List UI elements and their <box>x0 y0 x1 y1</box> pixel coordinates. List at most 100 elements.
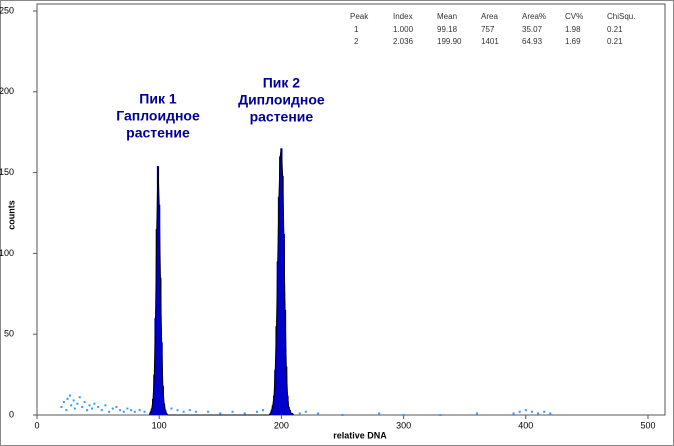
debris-dot <box>182 410 185 413</box>
debris-dot <box>70 404 73 407</box>
debris-dot <box>115 405 118 408</box>
debris-dot <box>530 410 533 413</box>
debris-dot <box>65 409 68 412</box>
x-tick-label: 500 <box>640 420 655 430</box>
debris-dot <box>518 410 521 413</box>
table-header: Mean <box>437 12 457 21</box>
y-tick-label: 200 <box>0 86 14 96</box>
debris-dot <box>90 407 93 410</box>
debris-dot <box>93 402 96 405</box>
debris-dot <box>439 414 442 416</box>
debris-dot <box>255 410 258 413</box>
debris-dot <box>68 394 71 397</box>
debris-dot <box>83 401 86 404</box>
debris-dot <box>62 401 65 404</box>
debris-dot <box>219 412 222 415</box>
table-header: Area% <box>522 12 546 21</box>
debris-dot <box>86 409 89 412</box>
x-tick-label: 400 <box>518 420 533 430</box>
debris-dot <box>76 402 79 405</box>
table-cell: 2.036 <box>393 37 414 46</box>
y-tick-label: 150 <box>0 167 14 177</box>
debris-dot <box>111 407 114 410</box>
debris-dot <box>207 410 210 413</box>
debris-dot <box>143 410 146 413</box>
debris-dot <box>378 412 381 415</box>
table-cell: 64.93 <box>522 37 543 46</box>
table-cell: 1.69 <box>565 37 581 46</box>
annotation: растение <box>250 109 314 125</box>
debris-dot <box>341 414 344 416</box>
debris-dot <box>298 412 301 415</box>
debris-dot <box>66 397 69 400</box>
debris-dot <box>188 409 191 412</box>
debris-dot <box>243 412 246 415</box>
debris-dot <box>126 407 129 410</box>
annotation: Диплоидное <box>238 92 325 108</box>
debris-dot <box>81 405 84 408</box>
table-cell: 1.98 <box>565 25 581 34</box>
y-tick-label: 0 <box>9 409 14 419</box>
table-cell: 0.21 <box>607 25 623 34</box>
debris-dot <box>60 405 63 408</box>
debris-dot <box>73 407 76 410</box>
table-header: CV% <box>565 12 583 21</box>
debris-dot <box>122 410 125 413</box>
y-tick-label: 250 <box>0 5 14 15</box>
debris-dot <box>524 409 527 412</box>
debris-dot <box>100 409 103 412</box>
debris-dot <box>88 404 91 407</box>
table-cell: 99.18 <box>437 25 458 34</box>
y-tick-label: 50 <box>4 329 14 339</box>
x-tick-label: 300 <box>396 420 411 430</box>
debris-dot <box>138 409 141 412</box>
x-axis-label: relative DNA <box>333 430 387 440</box>
annotation: растение <box>126 125 190 141</box>
debris-dot <box>537 412 540 415</box>
debris-dot <box>78 396 81 399</box>
debris-dot <box>130 409 133 412</box>
debris-dot <box>402 414 405 416</box>
debris-dot <box>475 412 478 415</box>
debris-dot <box>231 410 234 413</box>
table-cell: 35.07 <box>522 25 543 34</box>
debris-dot <box>104 404 107 407</box>
table-cell: 757 <box>481 25 495 34</box>
table-cell: 2 <box>354 37 359 46</box>
table-header: Area <box>481 12 498 21</box>
table-header: ChiSqu. <box>607 12 635 21</box>
debris-dot <box>317 412 320 415</box>
table-cell: 1.000 <box>393 25 414 34</box>
x-tick-label: 100 <box>152 420 167 430</box>
x-tick-label: 200 <box>274 420 289 430</box>
debris-dot <box>176 409 179 412</box>
y-axis-label: counts <box>6 200 16 230</box>
annotation: Пик 1 <box>139 91 177 107</box>
debris-dot <box>97 405 100 408</box>
table-header: Index <box>393 12 413 21</box>
debris-dot <box>133 410 136 413</box>
table-cell: 0.21 <box>607 37 623 46</box>
annotation: Пик 2 <box>263 75 301 91</box>
histogram-outline <box>148 148 295 416</box>
x-tick-label: 0 <box>34 420 39 430</box>
table-cell: 199.90 <box>437 37 462 46</box>
debris-dot <box>72 399 75 402</box>
debris-dot <box>119 409 122 412</box>
table-header: Peak <box>350 12 369 21</box>
debris-dot <box>262 409 265 412</box>
plot-area <box>36 3 666 416</box>
table-cell: 1 <box>354 25 359 34</box>
debris-dot <box>512 412 515 415</box>
debris-dot <box>108 410 111 413</box>
debris-dot <box>194 410 197 413</box>
debris-dot <box>543 410 546 413</box>
debris-dot <box>170 407 173 410</box>
debris-dot <box>549 412 552 415</box>
debris-dot <box>304 410 307 413</box>
table-cell: 1401 <box>481 37 499 46</box>
annotation: Гаплоидное <box>116 108 200 124</box>
y-tick-label: 100 <box>0 248 14 258</box>
